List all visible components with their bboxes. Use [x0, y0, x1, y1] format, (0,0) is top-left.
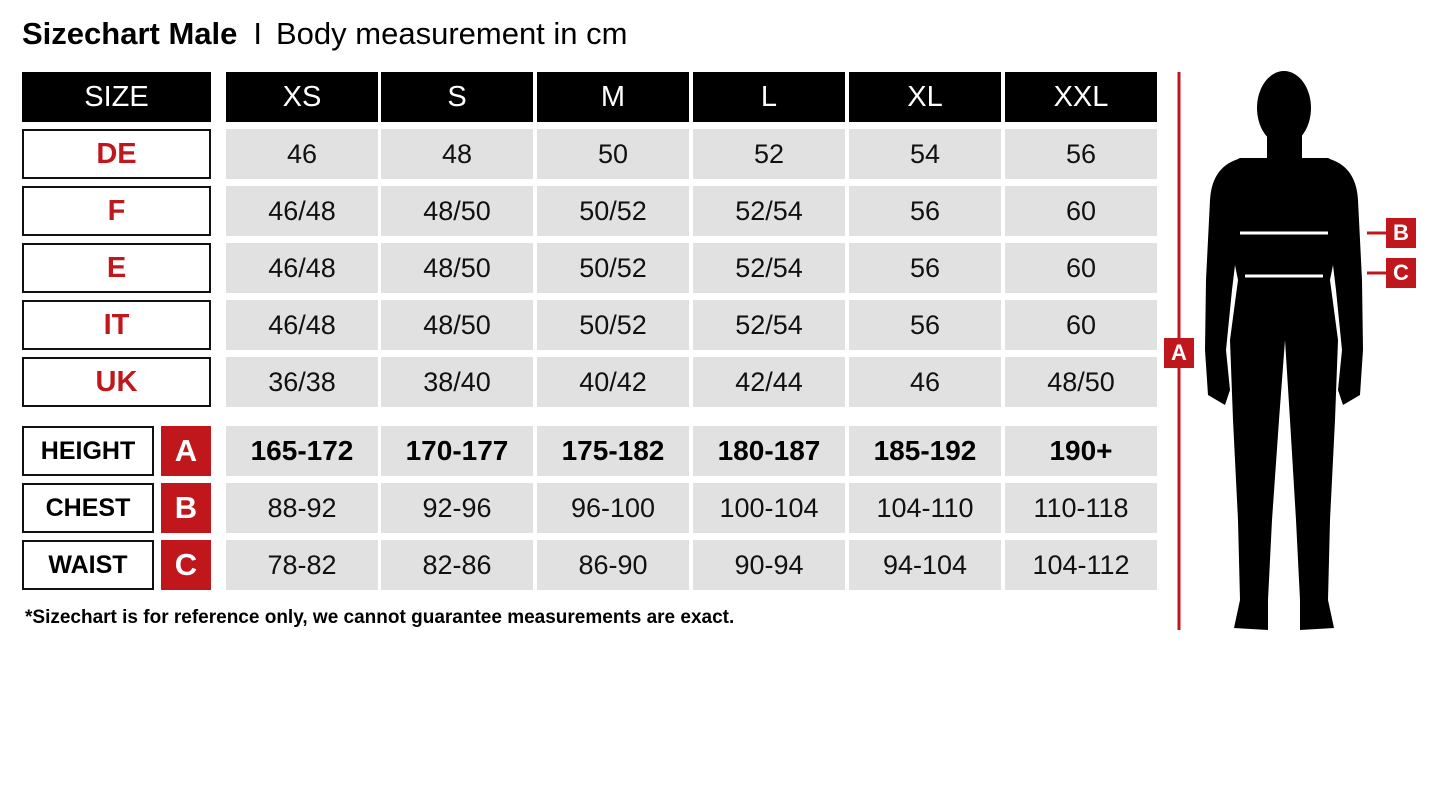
table-cell: 46/48 [226, 243, 378, 293]
table-cell: 104-112 [1005, 540, 1157, 590]
table-cell: 50/52 [537, 186, 689, 236]
table-cell: 175-182 [537, 426, 689, 476]
row-label-height: HEIGHT [22, 426, 154, 476]
table-cell: 56 [1005, 129, 1157, 179]
left-arm-shape [1205, 158, 1242, 405]
size-header-s: S [381, 72, 533, 122]
table-cell: 54 [849, 129, 1001, 179]
table-cell: 52 [693, 129, 845, 179]
table-cell: 104-110 [849, 483, 1001, 533]
table-cell: 38/40 [381, 357, 533, 407]
row-label-e: E [22, 243, 211, 293]
table-cell: 82-86 [381, 540, 533, 590]
table-cell: 190+ [1005, 426, 1157, 476]
table-cell: 60 [1005, 243, 1157, 293]
table-cell: 185-192 [849, 426, 1001, 476]
table-cell: 46/48 [226, 300, 378, 350]
row-label-de: DE [22, 129, 211, 179]
height-marker-badge: A [1164, 338, 1194, 368]
table-cell: 52/54 [693, 300, 845, 350]
row-label-uk: UK [22, 357, 211, 407]
table-cell: 100-104 [693, 483, 845, 533]
table-cell: 52/54 [693, 243, 845, 293]
waist-marker-badge: C [1386, 258, 1416, 288]
size-header-xs: XS [226, 72, 378, 122]
table-cell: 180-187 [693, 426, 845, 476]
chest-marker-badge: B [1386, 218, 1416, 248]
table-cell: 50 [537, 129, 689, 179]
table-cell: 48/50 [381, 300, 533, 350]
disclaimer-note: *Sizechart is for reference only, we can… [25, 607, 735, 628]
table-cell: 48 [381, 129, 533, 179]
table-cell: 170-177 [381, 426, 533, 476]
title-main: Sizechart Male [22, 16, 238, 51]
table-cell: 46 [849, 357, 1001, 407]
page-title: Sizechart Male I Body measurement in cm [22, 16, 627, 52]
table-cell: 48/50 [381, 186, 533, 236]
table-cell: 50/52 [537, 300, 689, 350]
table-cell: 42/44 [693, 357, 845, 407]
size-header-corner: SIZE [22, 72, 211, 122]
size-header-xxl: XXL [1005, 72, 1157, 122]
table-cell: 88-92 [226, 483, 378, 533]
row-label-it: IT [22, 300, 211, 350]
marker-badge-a: A [161, 426, 211, 476]
size-header-xl: XL [849, 72, 1001, 122]
table-cell: 56 [849, 186, 1001, 236]
row-label-chest: CHEST [22, 483, 154, 533]
table-cell: 78-82 [226, 540, 378, 590]
table-cell: 36/38 [226, 357, 378, 407]
table-cell: 92-96 [381, 483, 533, 533]
row-label-waist: WAIST [22, 540, 154, 590]
marker-badge-c: C [161, 540, 211, 590]
table-cell: 60 [1005, 300, 1157, 350]
size-header-m: M [537, 72, 689, 122]
table-cell: 52/54 [693, 186, 845, 236]
table-cell: 40/42 [537, 357, 689, 407]
table-cell: 56 [849, 300, 1001, 350]
size-header-l: L [693, 72, 845, 122]
table-cell: 50/52 [537, 243, 689, 293]
torso-legs-shape [1226, 158, 1342, 630]
right-arm-shape [1326, 158, 1363, 405]
row-label-f: F [22, 186, 211, 236]
table-cell: 56 [849, 243, 1001, 293]
table-cell: 94-104 [849, 540, 1001, 590]
table-cell: 86-90 [537, 540, 689, 590]
title-subtitle: Body measurement in cm [276, 16, 628, 51]
table-cell: 46/48 [226, 186, 378, 236]
table-cell: 110-118 [1005, 483, 1157, 533]
title-separator: I [253, 16, 262, 51]
table-cell: 48/50 [381, 243, 533, 293]
table-cell: 46 [226, 129, 378, 179]
table-cell: 96-100 [537, 483, 689, 533]
marker-badge-b: B [161, 483, 211, 533]
table-cell: 165-172 [226, 426, 378, 476]
table-cell: 60 [1005, 186, 1157, 236]
table-cell: 48/50 [1005, 357, 1157, 407]
table-cell: 90-94 [693, 540, 845, 590]
